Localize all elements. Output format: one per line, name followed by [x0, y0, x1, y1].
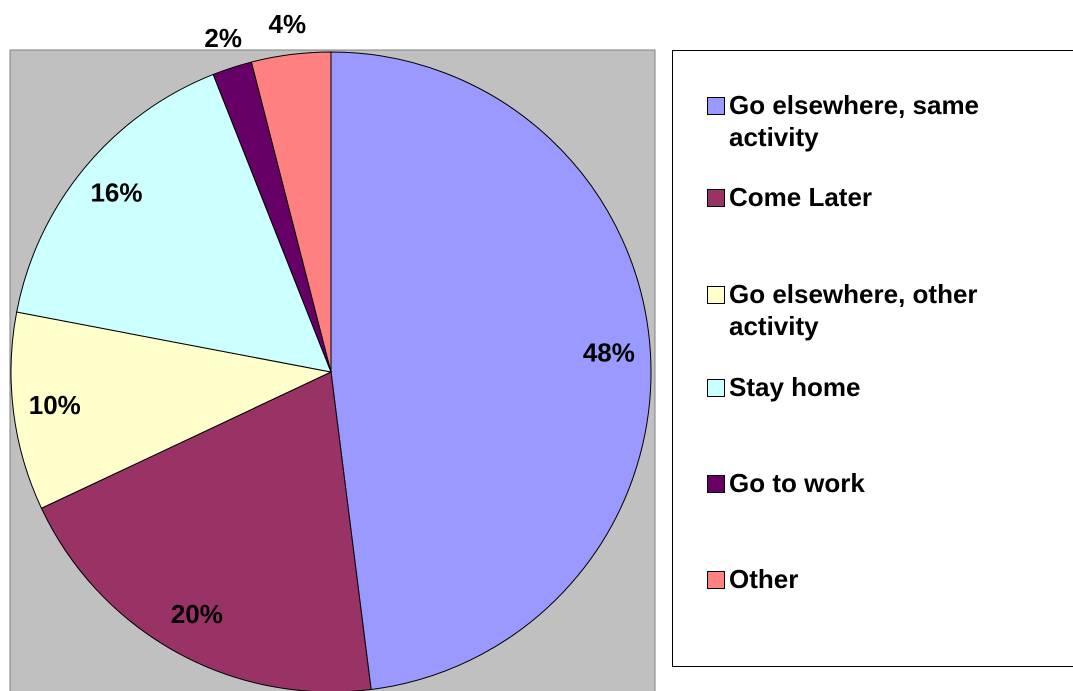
legend-label: Go elsewhere, other activity [729, 279, 978, 341]
pie-slice [250, 51, 332, 373]
legend-swatch [707, 189, 725, 207]
legend-entry: Come Later [707, 181, 1047, 213]
legend-swatch [707, 286, 725, 304]
legend-swatch [707, 571, 725, 589]
legend-label: Go elsewhere, same activity [729, 90, 980, 152]
legend-label: Stay home [729, 372, 861, 402]
data-label: 48% [583, 337, 635, 367]
legend-swatch [707, 379, 725, 397]
legend-swatch [707, 97, 725, 115]
pie-slice [40, 371, 372, 691]
data-label: 4% [268, 9, 306, 39]
legend-entry: Stay home [707, 371, 1047, 403]
legend-entry: Go to work [707, 467, 1047, 499]
legend-label: Other [729, 564, 799, 594]
legend-entry: Go elsewhere, same activity [707, 89, 1047, 153]
legend-label: Go to work [729, 468, 865, 498]
data-label: 16% [90, 177, 142, 207]
chart: 48% 20% 10% 16% 2% 4% [9, 9, 656, 691]
pie-slice [10, 311, 333, 509]
legend-entry: Other [707, 563, 1047, 595]
pie-slice [330, 51, 652, 691]
data-label: 10% [29, 390, 81, 420]
pie-slice [16, 73, 332, 373]
legend-swatch [707, 475, 725, 493]
data-label: 2% [204, 23, 242, 53]
legend-entry: Go elsewhere, other activity [707, 278, 1047, 342]
legend: Go elsewhere, same activity Come Later Go … [672, 50, 1073, 667]
data-label: 20% [171, 599, 223, 629]
legend-label: Come Later [729, 182, 873, 212]
